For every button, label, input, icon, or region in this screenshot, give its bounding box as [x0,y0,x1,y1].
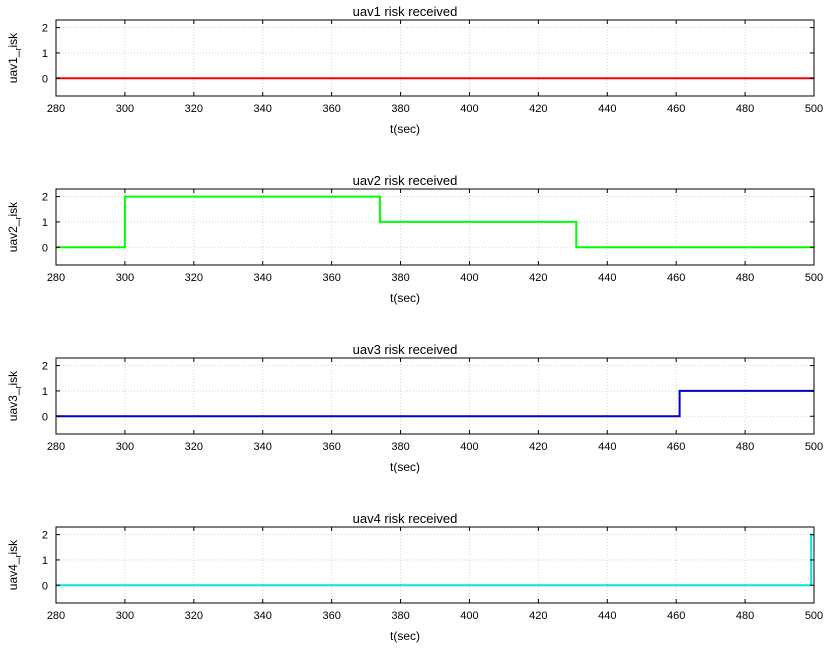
y-axis-label: uav4_risk [6,539,23,590]
x-tick-label: 460 [667,103,685,115]
series-line-1 [56,389,814,418]
x-tick-label: 280 [47,103,65,115]
x-tick-label: 420 [529,103,547,115]
y-tick-label: 1 [42,48,48,60]
x-axis-label: t(sec) [390,122,420,136]
x-axis-label: t(sec) [390,460,420,474]
x-tick-label: 500 [805,272,823,284]
x-tick-label: 340 [254,103,272,115]
y-tick-label: 1 [42,217,48,229]
x-tick-label: 280 [47,610,65,622]
y-tick-label: 0 [42,242,48,254]
x-tick-label: 380 [391,610,409,622]
axes-box [55,188,815,266]
x-tick-label: 320 [185,610,203,622]
series-line-1 [56,195,814,249]
x-tick-label: 380 [391,272,409,284]
y-tick-label: 1 [42,386,48,398]
subplot-title: uav1 risk received [353,4,458,19]
y-axis-label: uav1_risk [6,32,23,83]
x-tick-label: 460 [667,441,685,453]
y-tick-label: 2 [42,530,48,542]
axes-box [55,19,815,97]
x-tick-label: 480 [736,610,754,622]
x-tick-label: 360 [322,610,340,622]
x-tick-label: 420 [529,610,547,622]
x-tick-label: 320 [185,103,203,115]
x-tick-label: 280 [47,441,65,453]
x-tick-label: 500 [805,103,823,115]
subplot-1: 280 300 320 340 360 380 400 420 440 460 480 500 0 1 2 u… [6,4,823,136]
x-tick-label: 360 [322,103,340,115]
subplot-3: 280 300 320 340 360 380 400 420 440 460 480 500 0 1 2 u… [6,342,823,474]
subplot-title: uav2 risk received [353,173,458,188]
x-tick-label: 440 [598,103,616,115]
x-axis-label: t(sec) [390,629,420,643]
x-tick-label: 500 [805,610,823,622]
x-tick-label: 400 [460,103,478,115]
y-tick-label: 0 [42,411,48,423]
subplot-title: uav4 risk received [353,511,458,526]
y-tick-label: 1 [42,555,48,567]
x-tick-label: 340 [254,272,272,284]
x-tick-label: 480 [736,272,754,284]
x-tick-label: 460 [667,272,685,284]
x-tick-label: 360 [322,441,340,453]
x-tick-label: 460 [667,610,685,622]
y-axis-label: uav2_risk [6,201,23,252]
axes-box [55,526,815,604]
plot-area [56,358,814,434]
x-tick-label: 440 [598,610,616,622]
y-tick-label: 0 [42,73,48,85]
x-tick-label: 420 [529,441,547,453]
x-tick-label: 300 [116,610,134,622]
y-tick-label: 2 [42,361,48,373]
x-tick-label: 340 [254,610,272,622]
x-tick-label: 300 [116,103,134,115]
x-tick-label: 480 [736,441,754,453]
x-tick-label: 280 [47,272,65,284]
y-tick-label: 0 [42,580,48,592]
x-tick-label: 440 [598,272,616,284]
x-tick-label: 480 [736,103,754,115]
plot-area [56,20,814,96]
x-tick-label: 380 [391,441,409,453]
x-tick-label: 360 [322,272,340,284]
x-tick-label: 400 [460,441,478,453]
x-tick-label: 420 [529,272,547,284]
x-tick-label: 400 [460,610,478,622]
x-tick-label: 320 [185,441,203,453]
x-tick-label: 340 [254,441,272,453]
subplot-2: 280 300 320 340 360 380 400 420 440 460 480 500 0 1 2 u… [6,173,823,305]
x-tick-label: 320 [185,272,203,284]
x-axis-label: t(sec) [390,291,420,305]
plot-area [56,527,814,603]
plot-area [56,189,814,265]
subplot-title: uav3 risk received [353,342,458,357]
x-tick-label: 500 [805,441,823,453]
axes-box [55,357,815,435]
y-tick-label: 2 [42,192,48,204]
x-tick-label: 380 [391,103,409,115]
subplot-4: 280 300 320 340 360 380 400 420 440 460 480 500 0 1 2 u… [6,511,823,643]
y-axis-label: uav3_risk [6,370,23,421]
x-tick-label: 400 [460,272,478,284]
x-tick-label: 440 [598,441,616,453]
x-tick-label: 300 [116,441,134,453]
x-tick-label: 300 [116,272,134,284]
y-tick-label: 2 [42,23,48,35]
